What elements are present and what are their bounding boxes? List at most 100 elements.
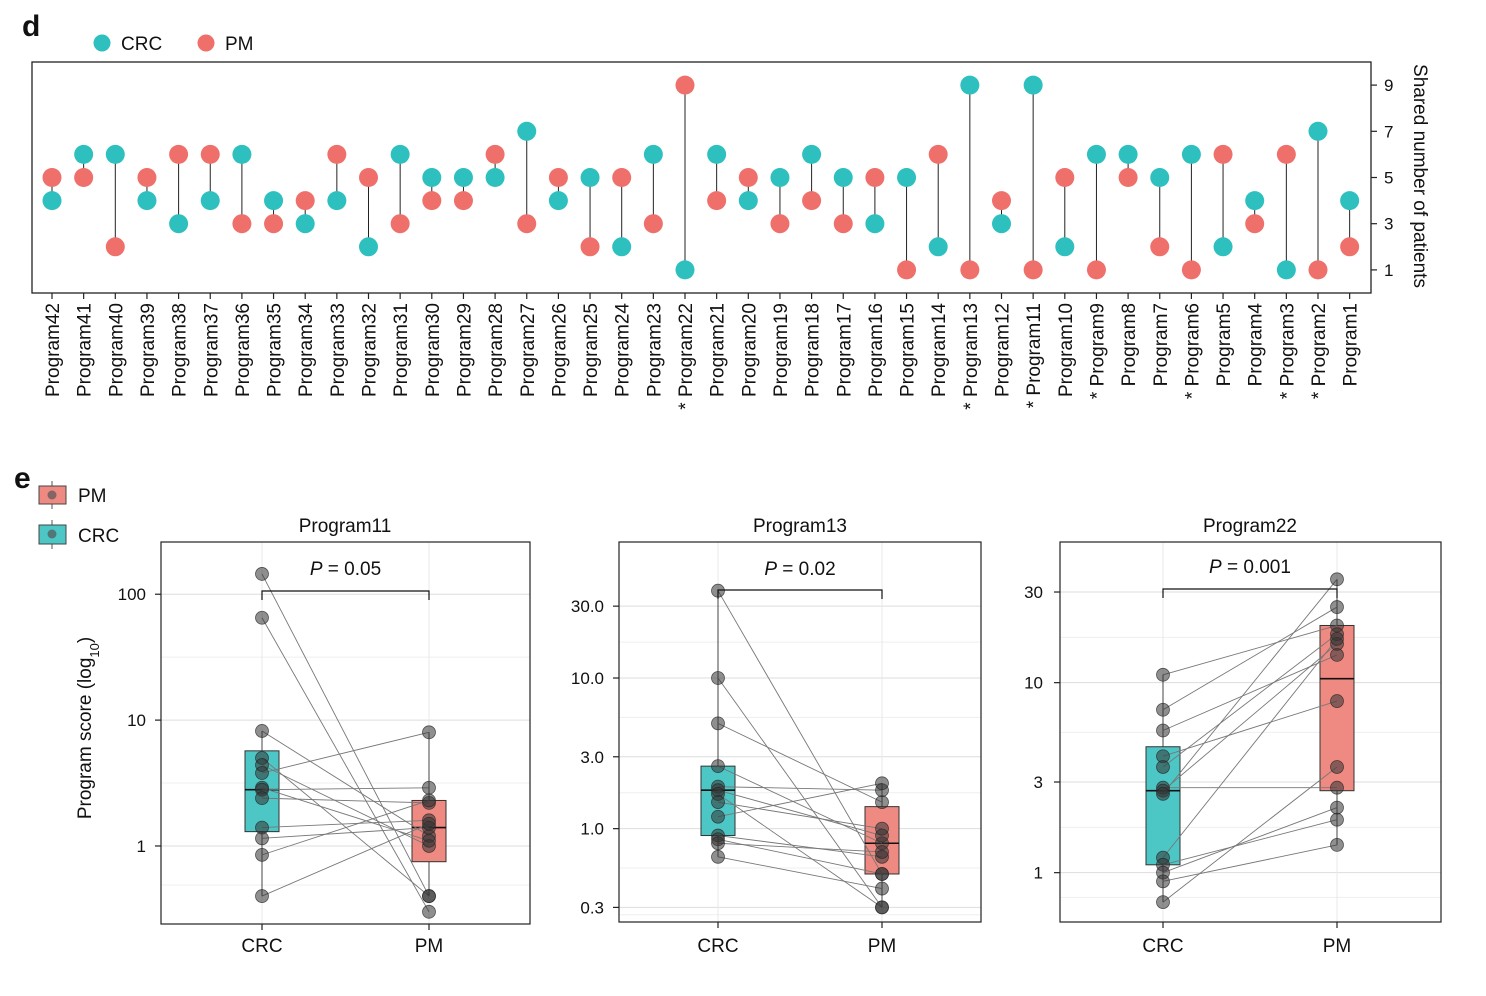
legend-pm-label-e: PM <box>78 486 107 507</box>
pair-line <box>261 787 430 842</box>
pm-point-Program19 <box>770 214 790 234</box>
pm-point-Program11 <box>1023 260 1043 280</box>
pm-point-Program6 <box>1181 260 1201 280</box>
x-label-Program23: Program23 <box>644 303 665 397</box>
significance-star: * <box>1182 386 1203 399</box>
pm-point-Program12 <box>992 191 1011 211</box>
points <box>255 567 436 919</box>
significance-star: * <box>1087 386 1108 399</box>
crc-point-Program1 <box>1340 191 1360 211</box>
y-tick-label-d-3: 7 <box>1384 122 1393 141</box>
pair-line <box>1162 579 1338 795</box>
x-label-text-Program18: Program18 <box>803 303 824 397</box>
x-label-text-Program19: Program19 <box>771 303 792 397</box>
pm-point-Program14 <box>928 144 948 164</box>
legend-pm-marker <box>197 34 215 52</box>
dumbbell-chart: CRC PM 1 3 5 7 9 Shared number of patients P… <box>31 34 1430 410</box>
x-label-Program1: Program1 <box>1341 303 1362 386</box>
crc-point-Program12 <box>992 214 1011 234</box>
pm-point-Program13 <box>960 260 980 280</box>
significance-bracket <box>717 589 883 599</box>
x-label-text-Program30: Program30 <box>423 303 444 397</box>
pm-point <box>875 900 889 915</box>
x-label-Program18: Program18 <box>803 303 824 397</box>
y-tick-label: 10 <box>127 711 146 730</box>
pm-point <box>1330 572 1344 587</box>
pm-point <box>875 845 889 859</box>
x-label-Program24: Program24 <box>613 303 634 397</box>
x-label-Program10: Program10 <box>1056 303 1077 397</box>
pm-point-Program26 <box>548 168 568 187</box>
crc-point-Program34 <box>295 214 315 234</box>
pair-line <box>1162 807 1338 874</box>
x-label-Program33: Program33 <box>328 303 349 397</box>
x-label-Program9: * Program9 <box>1087 303 1108 399</box>
plot-frame <box>160 541 531 925</box>
pm-point <box>1330 694 1344 708</box>
crc-point <box>711 809 725 824</box>
crc-point <box>1156 702 1170 717</box>
x-label-Program27: Program27 <box>518 303 539 397</box>
pair-line <box>261 764 430 847</box>
pm-point <box>422 780 436 795</box>
pm-point-Program34 <box>295 191 315 211</box>
crc-point-Program19 <box>770 168 790 187</box>
pm-point <box>422 793 436 808</box>
pair-line <box>261 731 430 774</box>
pair-line <box>261 573 430 897</box>
y-tick-label: 10.0 <box>571 669 604 688</box>
x-label-text-Program29: Program29 <box>454 303 475 397</box>
crc-point-Program36 <box>232 144 252 164</box>
x-label-Program25: Program25 <box>581 303 602 397</box>
x-label-PM: PM <box>415 936 444 957</box>
pm-point <box>422 816 436 831</box>
x-label-text-Program14: Program14 <box>929 303 950 397</box>
pair-line <box>1162 700 1338 757</box>
x-label-text-Program3: * Program3 <box>1277 303 1298 399</box>
pm-point <box>875 867 889 881</box>
x-label-Program12: Program12 <box>993 303 1014 397</box>
pm-point-Program28 <box>485 144 505 164</box>
pm-point <box>1330 760 1344 774</box>
pm-point-Program27 <box>517 214 537 234</box>
gridlines <box>1060 542 1441 922</box>
crc-point-Program20 <box>738 191 758 211</box>
crc-point <box>255 724 269 738</box>
pm-point-Program40 <box>105 237 125 257</box>
pair-line <box>1162 819 1338 866</box>
pm-point <box>875 795 889 810</box>
pm-point-Program31 <box>390 214 410 234</box>
pm-point-Program15 <box>897 260 917 280</box>
x-label-text-Program31: Program31 <box>391 303 412 397</box>
pm-point-Program22 <box>675 75 695 95</box>
legend-pm-point <box>47 490 57 500</box>
x-label-Program39: Program39 <box>138 303 159 397</box>
y-tick-label: 100 <box>118 585 146 604</box>
crc-point-Program11 <box>1023 75 1043 95</box>
crc-point-Program39 <box>137 191 157 211</box>
crc-point-Program15 <box>897 168 917 187</box>
pm-point-Program17 <box>833 214 853 234</box>
pair-line <box>717 835 883 858</box>
x-label-Program26: Program26 <box>549 303 570 397</box>
panel-title-Program11: Program11 <box>299 516 392 537</box>
crc-point-Program10 <box>1055 237 1075 257</box>
pair-line <box>717 786 883 791</box>
points <box>1156 572 1344 910</box>
pair-line <box>1162 625 1338 676</box>
x-label-text-Program26: Program26 <box>549 303 570 397</box>
pair-line <box>717 677 883 908</box>
x-label-PM: PM <box>1323 936 1352 957</box>
x-label-text-Program1: Program1 <box>1341 303 1362 386</box>
x-label-Program34: Program34 <box>296 303 317 397</box>
x-label-text-Program23: Program23 <box>644 303 665 397</box>
significance-star: * <box>676 397 697 410</box>
pm-point-Program37 <box>200 144 220 164</box>
x-label-Program38: Program38 <box>170 303 191 397</box>
pair-line <box>1162 654 1338 731</box>
crc-point <box>255 889 269 903</box>
pair-line <box>261 787 430 791</box>
x-label-text-Program11: * Program11 <box>1024 303 1045 408</box>
crc-point-Program7 <box>1150 168 1170 187</box>
dumbbell-marks <box>42 75 1360 280</box>
